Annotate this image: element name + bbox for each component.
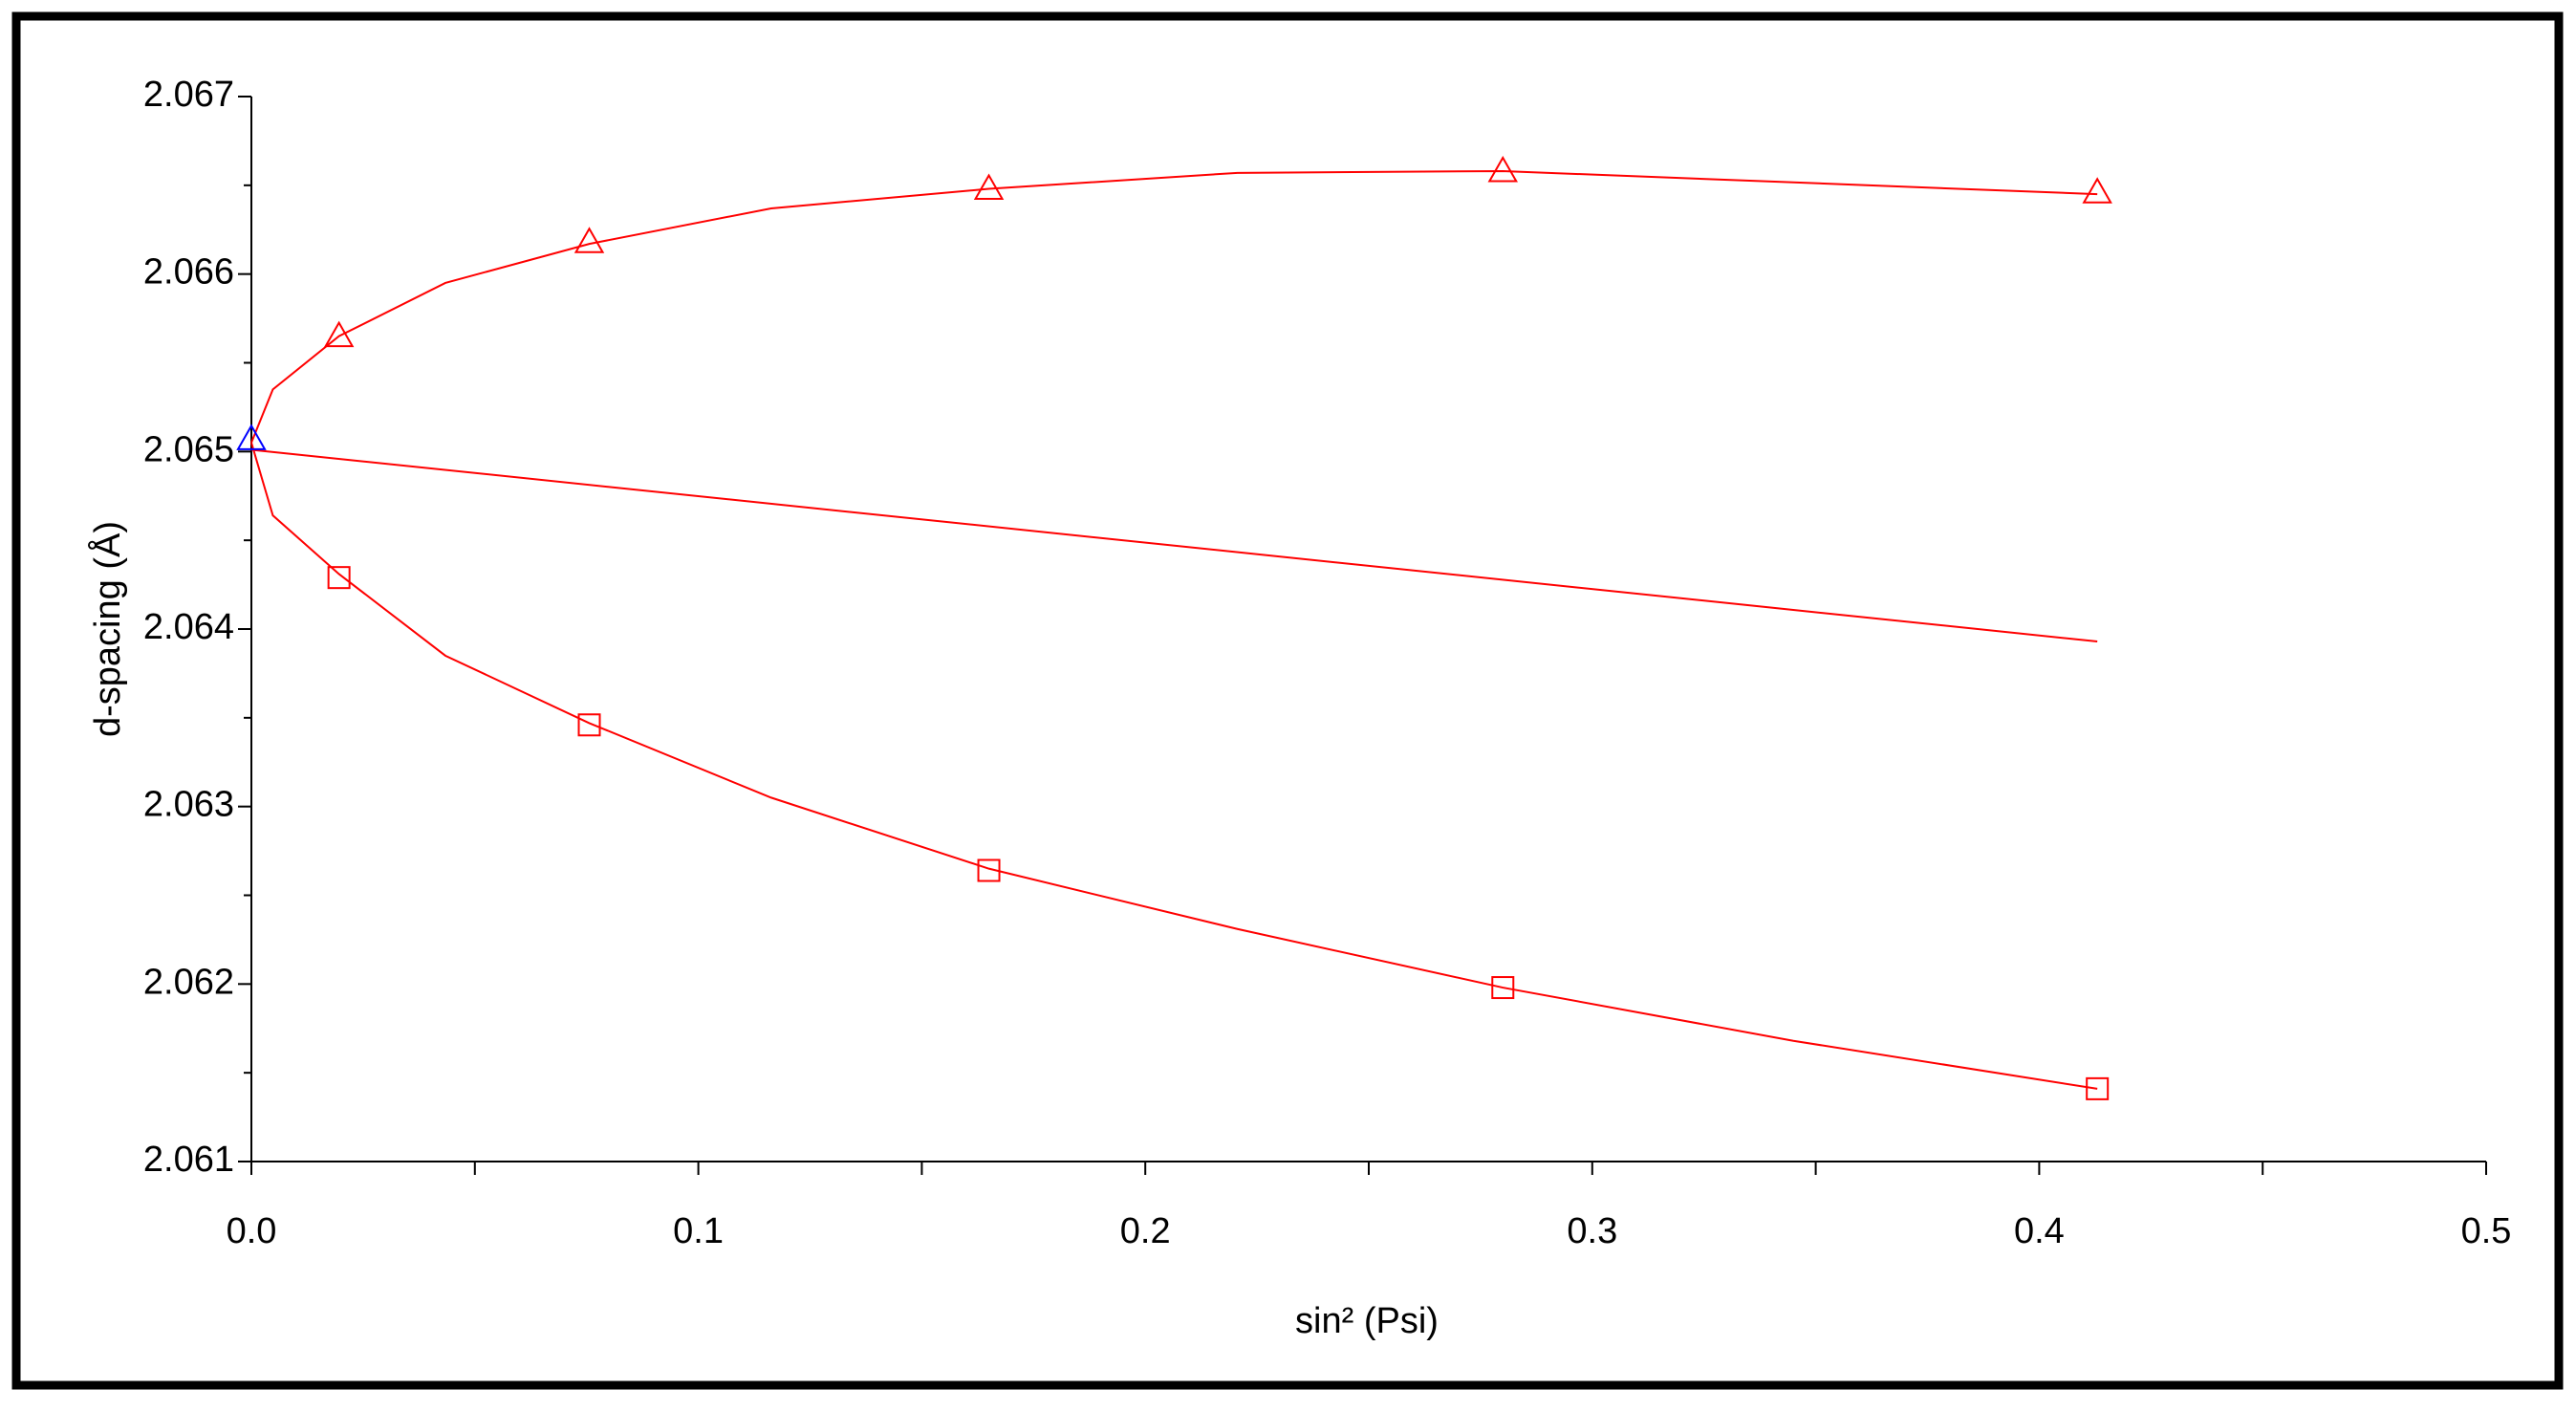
y-tick-label: 2.065 (143, 429, 234, 469)
triangle-marker (323, 320, 355, 348)
x-tick-label: 0.4 (2014, 1211, 2065, 1251)
y-tick-label: 2.064 (143, 607, 234, 647)
y-tick-label: 2.067 (143, 75, 234, 115)
x-tick-label: 0.5 (2461, 1211, 2512, 1251)
triangle-marker (973, 173, 1005, 201)
x-tick-label: 0.1 (673, 1211, 724, 1251)
x-axis-title: sin² (Psi) (1295, 1301, 1439, 1341)
y-tick-label: 2.063 (143, 785, 234, 825)
square-marker (977, 858, 1001, 882)
triangle-marker (236, 424, 267, 450)
x-tick-label: 0.0 (227, 1211, 277, 1251)
triangle-marker (1487, 155, 1519, 183)
y-tick-label: 2.066 (143, 252, 234, 293)
y-tick-label: 2.062 (143, 962, 234, 1002)
frame (11, 11, 2564, 1390)
x-tick-label: 0.2 (1120, 1211, 1171, 1251)
triangle-marker (574, 227, 605, 253)
fit-line (250, 169, 2098, 444)
square-marker (1491, 976, 1515, 1000)
y-tick-label: 2.061 (143, 1140, 234, 1180)
fit-line (250, 448, 2098, 642)
triangle-marker (2082, 177, 2112, 204)
fit-line (250, 442, 2098, 1090)
square-marker (2086, 1076, 2110, 1100)
square-marker (577, 713, 601, 737)
square-marker (327, 566, 351, 590)
x-tick-label: 0.3 (1567, 1211, 1617, 1251)
y-axis-title: d-spacing (Å) (86, 521, 128, 737)
